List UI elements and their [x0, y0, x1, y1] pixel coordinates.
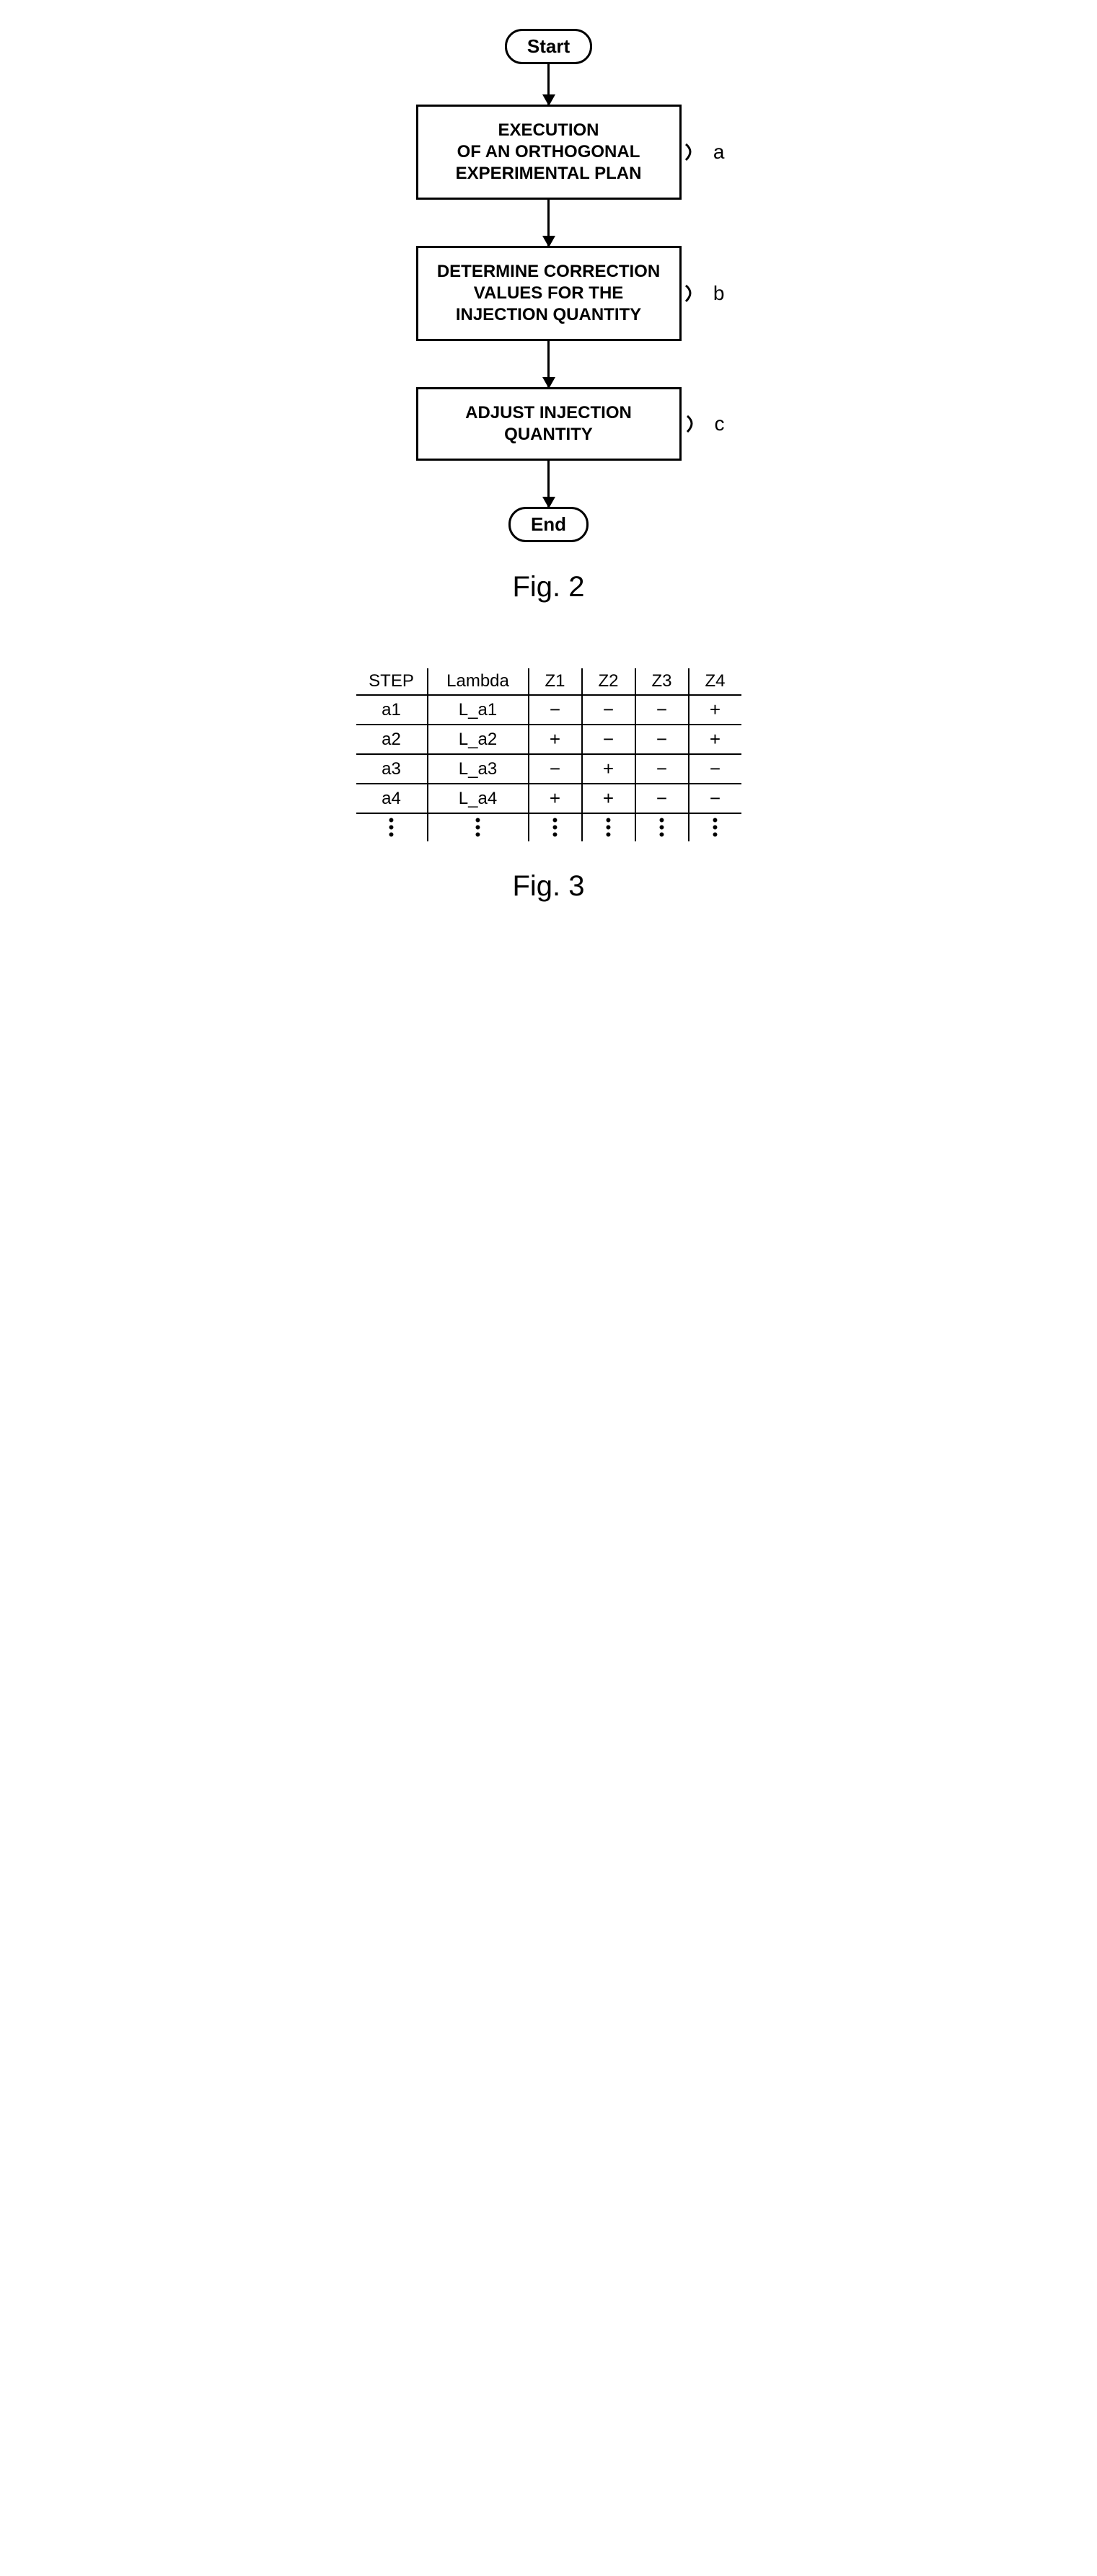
table-row-dots: •••••••••••••••••• — [356, 813, 741, 841]
table-cell: − — [582, 725, 635, 754]
table-cell: a4 — [356, 784, 428, 813]
table-cell: L_a3 — [428, 754, 529, 784]
process-line: QUANTITY — [504, 425, 593, 444]
table-cell: − — [529, 695, 582, 725]
table-row: a2L_a2+−−+ — [356, 725, 741, 754]
table-cell: L_a1 — [428, 695, 529, 725]
process-c-wrap: ADJUST INJECTIONQUANTITY c — [416, 387, 682, 461]
process-line: ADJUST INJECTION — [465, 403, 632, 422]
col-z1: Z1 — [529, 668, 582, 695]
table-row: a3L_a3−+−− — [356, 754, 741, 784]
table-cell: − — [635, 695, 689, 725]
process-b: DETERMINE CORRECTION VALUES FOR THE INJECT… — [416, 246, 682, 341]
process-c: ADJUST INJECTION QUANTITY — [416, 387, 682, 461]
table-cell: + — [582, 784, 635, 813]
table-cell: + — [582, 754, 635, 784]
table-cell: − — [689, 784, 741, 813]
arrow-b-to-c — [547, 341, 550, 387]
end-terminal: End — [508, 507, 589, 542]
table-fig3: STEP Lambda Z1 Z2 Z3 Z4 a1L_a1−−−+a2L_a2… — [356, 668, 741, 903]
table-cell: − — [635, 784, 689, 813]
process-line: EXPERIMENTAL PLAN — [456, 164, 642, 183]
process-line: INJECTION QUANTITY — [456, 305, 641, 324]
process-line: DETERMINE CORRECTION — [437, 262, 660, 281]
table-row: a1L_a1−−−+ — [356, 695, 741, 725]
col-lambda: Lambda — [428, 668, 529, 695]
col-z4: Z4 — [689, 668, 741, 695]
process-b-wrap: DETERMINE CORRECTION VALUES FOR THE INJECT… — [416, 246, 682, 341]
table-cell: − — [582, 695, 635, 725]
process-line: OF AN ORTHOGONAL — [457, 142, 640, 161]
table-cell: − — [635, 754, 689, 784]
process-line: VALUES FOR THE — [474, 283, 624, 303]
vdots: ••• — [689, 813, 741, 841]
start-terminal: Start — [505, 29, 592, 64]
table-cell: + — [689, 725, 741, 754]
orthogonal-table: STEP Lambda Z1 Z2 Z3 Z4 a1L_a1−−−+a2L_a2… — [356, 668, 741, 841]
col-z2: Z2 — [582, 668, 635, 695]
table-cell: + — [689, 695, 741, 725]
vdots: ••• — [582, 813, 635, 841]
process-line: EXECUTION — [498, 120, 599, 140]
flowchart-fig2: Start EXECUTION OF AN ORTHOGONAL EXPERIMEN… — [416, 29, 682, 603]
table-header-row: STEP Lambda Z1 Z2 Z3 Z4 — [356, 668, 741, 695]
table-cell: L_a2 — [428, 725, 529, 754]
table-cell: a3 — [356, 754, 428, 784]
table-cell: a1 — [356, 695, 428, 725]
process-a: EXECUTION OF AN ORTHOGONAL EXPERIMENTAL PL… — [416, 105, 682, 200]
vdots: ••• — [356, 813, 428, 841]
table-cell: − — [529, 754, 582, 784]
vdots: ••• — [428, 813, 529, 841]
fig3-caption: Fig. 3 — [512, 870, 584, 903]
table-cell: L_a4 — [428, 784, 529, 813]
table-cell: + — [529, 784, 582, 813]
table-row: a4L_a4++−− — [356, 784, 741, 813]
table-cell: − — [635, 725, 689, 754]
table-cell: + — [529, 725, 582, 754]
vdots: ••• — [635, 813, 689, 841]
process-a-wrap: EXECUTION OF AN ORTHOGONAL EXPERIMENTAL PL… — [416, 105, 682, 200]
arrow-start-to-a — [547, 64, 550, 105]
arrow-c-to-end — [547, 461, 550, 507]
table-cell: a2 — [356, 725, 428, 754]
vdots: ••• — [529, 813, 582, 841]
arrow-a-to-b — [547, 200, 550, 246]
table-cell: − — [689, 754, 741, 784]
col-step: STEP — [356, 668, 428, 695]
side-label-b: b — [684, 278, 725, 309]
col-z3: Z3 — [635, 668, 689, 695]
side-label-a: a — [684, 137, 725, 167]
fig2-caption: Fig. 2 — [512, 571, 584, 603]
side-label-c: c — [686, 409, 725, 439]
